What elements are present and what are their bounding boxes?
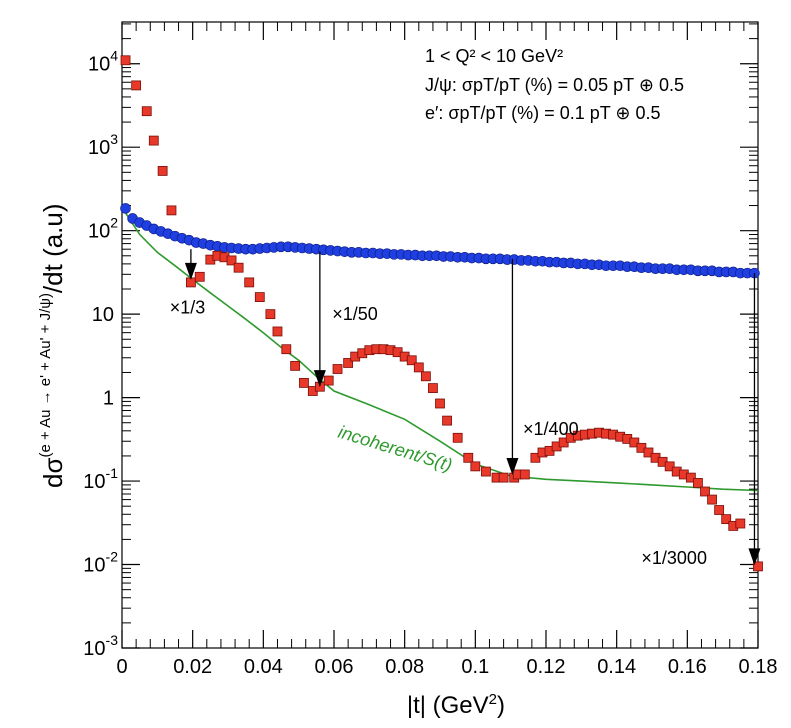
coherent-point [233, 262, 244, 273]
y-axis-label-main: dσ [38, 457, 68, 488]
annotation-layer: ×1/3 ×1/50 ×1/400 ×1/3000 [170, 249, 761, 568]
x-tick-label: 0.18 [739, 656, 778, 678]
y-tick-label: 10-1 [83, 465, 118, 493]
scale-factor-label: ×1/400 [523, 419, 579, 439]
coherent-point [629, 437, 640, 448]
scale-arrow-head [748, 548, 761, 566]
coherent-point [442, 415, 452, 426]
y-axis-label: dσ(e + Au → e' + Au' + J/ψ)/dt (a.u) [37, 203, 68, 488]
coherent-point [714, 505, 725, 515]
coherent-point [141, 106, 152, 117]
coherent-point [226, 255, 237, 266]
x-axis-label-sup: 2 [489, 691, 497, 708]
coherent-point [664, 461, 675, 472]
coherent-point [530, 452, 541, 463]
y-axis-label-sup: (e + Au → e' + Au' + J/ψ) [37, 293, 54, 457]
coherent-point [643, 447, 654, 458]
coherent-point [265, 309, 276, 320]
coherent-point [343, 358, 354, 368]
plot-frame [121, 21, 759, 649]
info-line-electron: e′: σpT/pT (%) = 0.1 pT ⊕ 0.5 [425, 103, 661, 123]
coherent-point [452, 432, 463, 443]
scale-arrow-head [313, 370, 326, 388]
coherent-point [272, 326, 283, 337]
scale-arrow-head [506, 458, 519, 476]
coherent-point [519, 469, 530, 480]
x-tick-label: 0.1 [461, 656, 489, 678]
coherent-point [428, 383, 438, 393]
y-tick-label: 103 [88, 131, 118, 159]
coherent-point [735, 518, 746, 529]
x-tick-label: 0.16 [668, 656, 707, 678]
scale-factor-label: ×1/50 [332, 304, 378, 324]
coherent-point [281, 344, 292, 355]
series-layer [120, 55, 763, 572]
coherent-point [420, 371, 431, 382]
coherent-point [131, 80, 142, 91]
x-tick-label: 0.04 [244, 656, 283, 678]
coherent-point [470, 461, 481, 472]
y-tick-label: 10-2 [83, 549, 118, 577]
y-tick-label: 104 [88, 48, 118, 76]
y-tick-label: 102 [88, 215, 118, 243]
coherent-point [254, 292, 265, 302]
x-axis-label-close: ) [497, 692, 505, 719]
info-box: 1 < Q² < 10 GeV² J/ψ: σpT/pT (%) = 0.05 … [425, 46, 684, 123]
y-axis-label-tail: /dt (a.u) [38, 203, 68, 293]
incoherent-point [120, 203, 131, 214]
curve-label-incoherent: incoherent/S(t) [336, 422, 455, 476]
x-axis-label: |t| (GeV2) [407, 691, 505, 719]
coherent-point [406, 355, 417, 366]
scale-factor-label: ×1/3 [170, 298, 206, 318]
info-line-q2: 1 < Q² < 10 GeV² [425, 46, 563, 66]
coherent-point [244, 277, 255, 288]
coherent-point [721, 514, 732, 525]
x-tick-label: 0.14 [597, 656, 636, 678]
coherent-point [157, 166, 168, 176]
coherent-point [332, 364, 343, 374]
coherent-point [120, 55, 131, 66]
coherent-point [481, 466, 491, 477]
coherent-point [166, 205, 177, 216]
y-tick-label: 10 [92, 304, 114, 326]
coherent-point [707, 494, 717, 505]
scale-factor-label: ×1/3000 [641, 548, 707, 568]
coherent-point [299, 378, 309, 388]
x-tick-label: 0 [116, 656, 127, 678]
coherent-point [148, 135, 159, 146]
info-line-jpsi: J/ψ: σpT/pT (%) = 0.05 pT ⊕ 0.5 [425, 75, 684, 95]
axes: 0 0.02 0.04 0.06 0.08 0.1 0.12 0.14 0.16 0.18 10-3… [83, 22, 777, 678]
y-tick-label: 10-3 [83, 632, 118, 660]
scale-arrow-head [184, 262, 197, 280]
y-tick-label: 1 [103, 388, 114, 410]
coherent-point [323, 375, 334, 386]
coherent-point [413, 362, 424, 373]
coherent-point [435, 398, 445, 409]
x-tick-label: 0.12 [527, 656, 566, 678]
x-tick-label: 0.02 [173, 656, 212, 678]
coherent-point [290, 360, 301, 371]
coherent-point [463, 452, 474, 463]
plot-area [121, 21, 759, 649]
x-tick-label: 0.06 [315, 656, 354, 678]
coherent-point [498, 472, 509, 483]
coherent-point [194, 271, 205, 282]
x-tick-label: 0.08 [385, 656, 424, 678]
coherent-point [753, 561, 763, 572]
x-axis-label-text: |t| (GeV [407, 692, 489, 719]
coherent-point [693, 478, 703, 488]
coherent-point [685, 472, 696, 483]
coherent-point [700, 486, 710, 497]
